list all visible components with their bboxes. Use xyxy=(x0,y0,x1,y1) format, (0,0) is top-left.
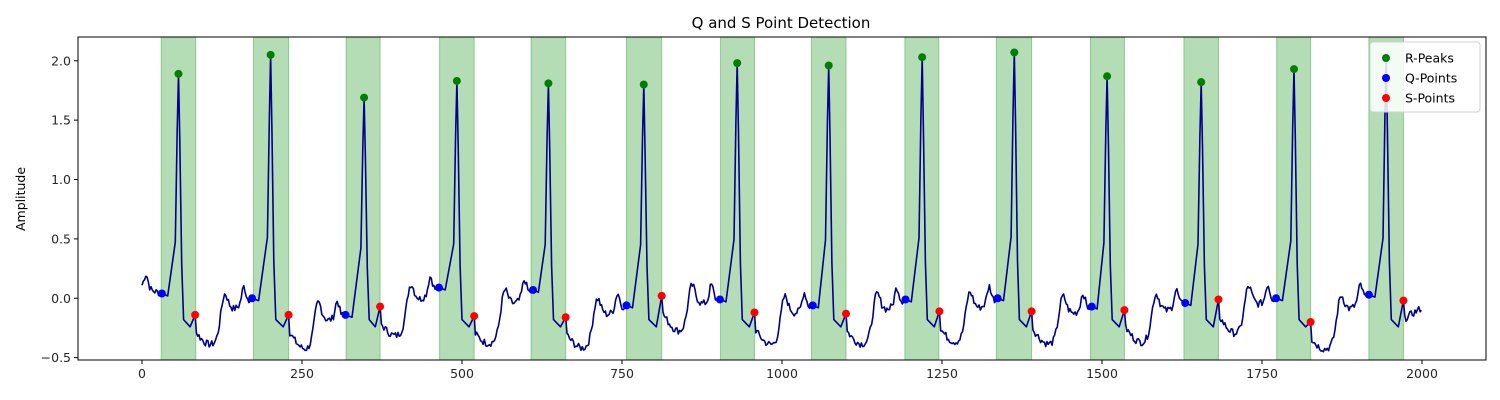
q-point-marker xyxy=(157,289,166,298)
legend-r-peaks-marker xyxy=(1382,54,1390,62)
y-axis-label: Amplitude xyxy=(13,167,28,231)
s-point-marker xyxy=(1399,296,1408,305)
q-point-marker xyxy=(1181,299,1190,307)
s-point-marker xyxy=(470,312,479,321)
r-peak-marker xyxy=(1290,65,1298,74)
q-point-marker xyxy=(715,295,724,304)
s-point-marker xyxy=(191,310,200,319)
q-point-marker xyxy=(434,283,443,292)
s-point-marker xyxy=(1120,306,1129,315)
ecg-signal-line xyxy=(141,51,1423,353)
q-point-marker xyxy=(808,301,817,310)
x-tick-label: 2000 xyxy=(1406,366,1438,381)
chart-title: Q and S Point Detection xyxy=(692,14,871,32)
r-peak-marker xyxy=(733,59,742,68)
x-tick-label: 1750 xyxy=(1246,366,1278,381)
y-tick-label: 1.0 xyxy=(51,172,71,187)
x-tick-label: 1000 xyxy=(766,366,798,381)
x-tick-label: 1250 xyxy=(926,366,958,381)
y-tick-label: −0.5 xyxy=(41,350,71,365)
r-peak-marker xyxy=(1010,48,1019,57)
q-point-marker xyxy=(248,294,257,303)
r-peak-marker xyxy=(452,76,461,85)
s-point-marker xyxy=(842,309,850,318)
legend-q-points-label: Q-Points xyxy=(1405,71,1457,86)
r-peak-marker xyxy=(174,69,183,78)
s-point-marker xyxy=(1306,318,1315,326)
legend-s-points-label: S-Points xyxy=(1405,91,1455,106)
y-tick-label: 0.0 xyxy=(51,291,71,306)
x-tick-label: 1500 xyxy=(1086,366,1118,381)
q-point-marker xyxy=(1087,302,1096,311)
q-point-marker xyxy=(1364,290,1373,299)
plot-area: 0 250 500 750 1000 1250 1500 1750 2000 −0.5 0.0 0.5… xyxy=(41,36,1487,381)
q-point-marker xyxy=(1272,294,1281,303)
q-point-marker xyxy=(901,295,910,304)
s-point-marker xyxy=(1214,295,1223,304)
r-peak-marker xyxy=(918,53,927,62)
x-tick-label: 0 xyxy=(138,366,146,381)
s-point-marker xyxy=(935,307,944,316)
x-tick-label: 500 xyxy=(450,366,474,381)
r-peak-marker xyxy=(544,79,553,88)
s-point-marker xyxy=(750,308,759,317)
x-tick-label: 750 xyxy=(610,366,634,381)
q-point-marker xyxy=(529,285,538,294)
r-peak-marker xyxy=(1197,78,1206,87)
q-point-marker xyxy=(341,310,350,319)
r-peak-marker xyxy=(639,80,648,89)
r-peak-marker xyxy=(824,61,833,70)
s-point-marker xyxy=(657,291,666,300)
s-point-marker xyxy=(561,313,570,322)
q-point-marker xyxy=(993,294,1002,303)
s-point-marker xyxy=(284,310,293,319)
s-point-marker xyxy=(1027,307,1036,316)
y-tick-label: 0.5 xyxy=(51,231,71,246)
y-tick-label: 1.5 xyxy=(51,113,71,128)
y-tick-label: 2.0 xyxy=(51,53,71,68)
x-tick-label: 250 xyxy=(290,366,314,381)
legend: R-Peaks Q-Points S-Points xyxy=(1369,41,1481,113)
q-point-marker xyxy=(622,301,631,310)
legend-q-points-marker xyxy=(1382,74,1390,82)
r-peak-marker xyxy=(360,93,369,102)
r-peak-marker xyxy=(266,50,275,59)
r-peak-marker xyxy=(1103,72,1112,81)
legend-box xyxy=(1369,41,1481,113)
legend-r-peaks-label: R-Peaks xyxy=(1405,51,1454,66)
legend-s-points-marker xyxy=(1382,94,1390,102)
qrs-region xyxy=(345,36,381,361)
s-point-marker xyxy=(376,302,385,311)
